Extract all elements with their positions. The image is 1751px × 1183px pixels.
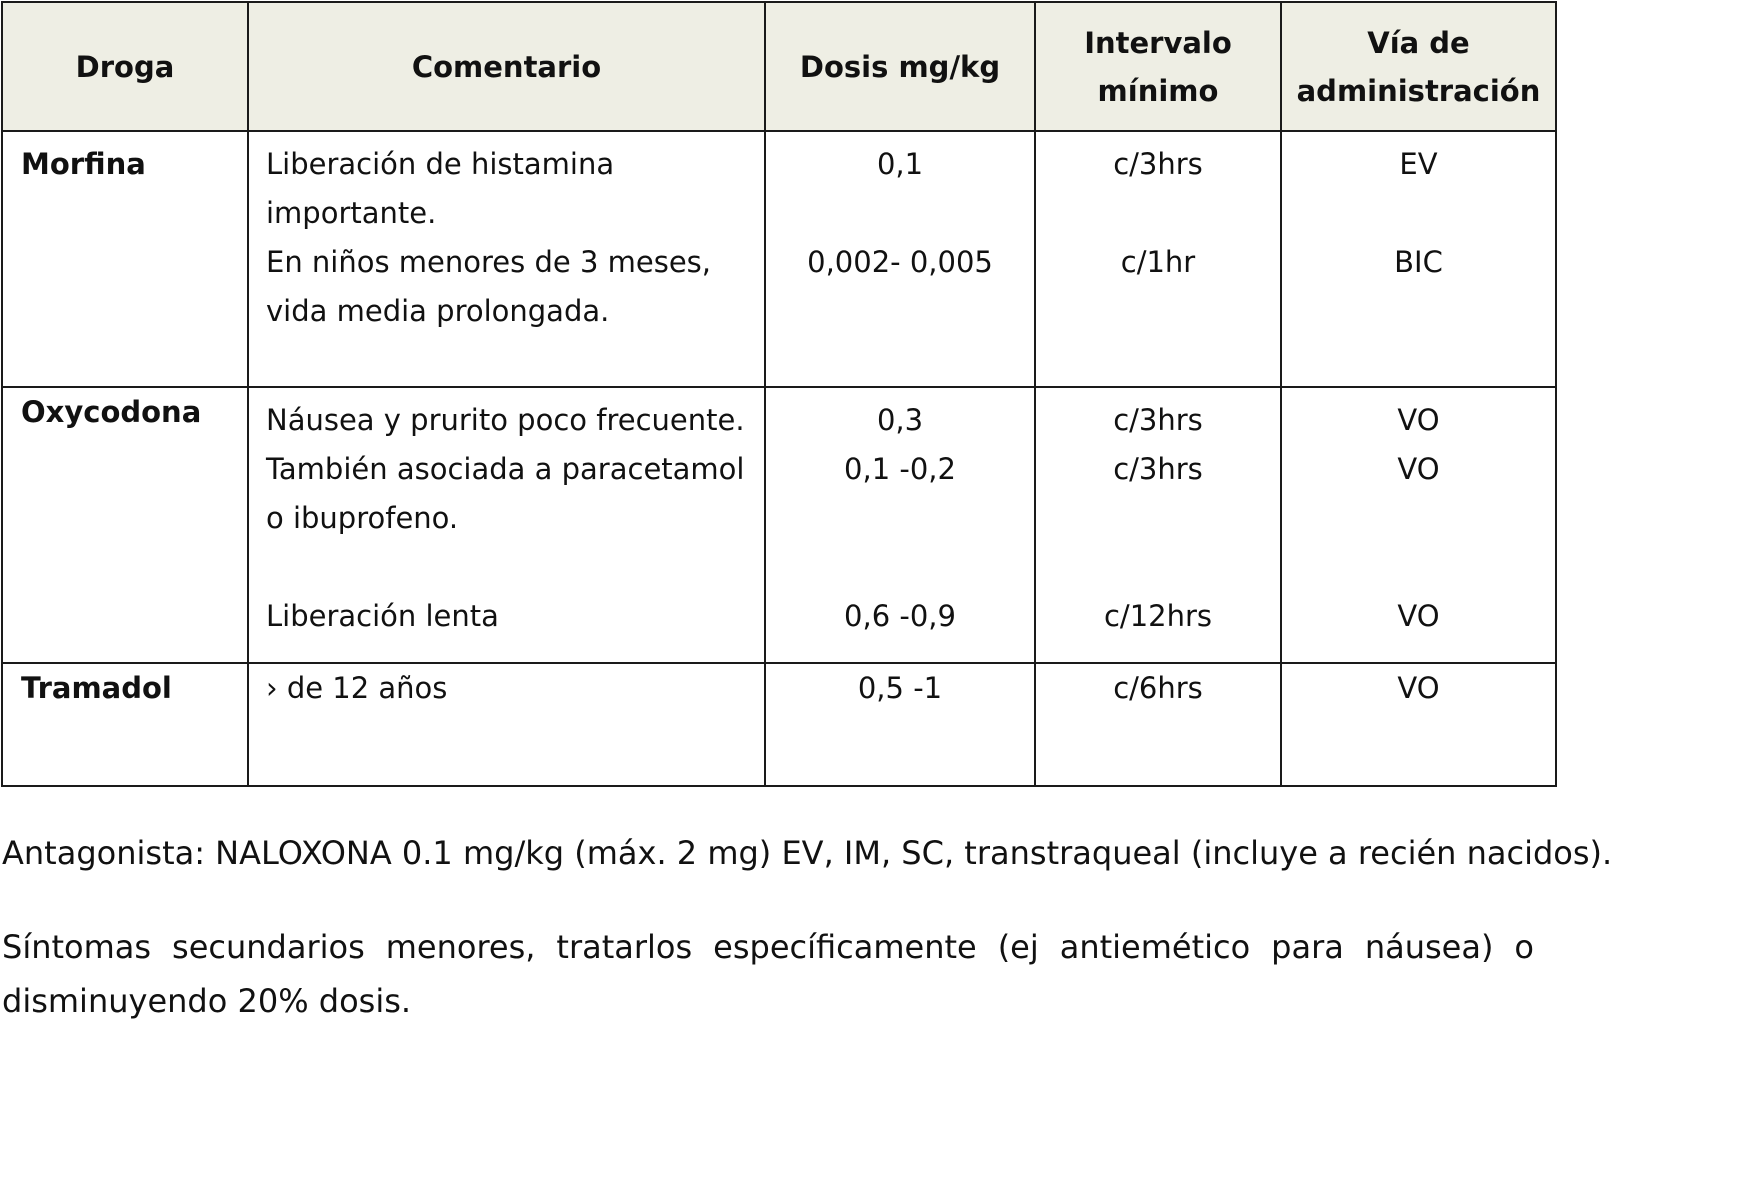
drug-name: Oxycodona xyxy=(1,386,249,664)
comment-line: En niños menores de 3 meses, xyxy=(266,245,711,279)
dose-cell: 0,3 0,1 -0,2 0,6 -0,9 xyxy=(764,386,1036,664)
interval-value: c/3hrs xyxy=(1113,147,1203,181)
interval-value: c/1hr xyxy=(1120,245,1196,279)
header-interval-line1: Intervalo xyxy=(1084,25,1232,60)
comment-line: vida media prolongada. xyxy=(266,294,610,328)
comment-line: o ibuprofeno. xyxy=(266,501,459,535)
comment-cell: Náusea y prurito poco frecuente. También… xyxy=(247,386,766,664)
dose-value: 0,1 -0,2 xyxy=(844,452,956,486)
table-row-morfina: Morfina Liberación de histamina importan… xyxy=(1,130,1557,388)
comment-line: Náusea y prurito poco frecuente. xyxy=(266,403,745,437)
opioid-dosing-table: Droga Comentario Dosis mg/kg Intervalo m… xyxy=(1,1,1557,787)
route-cell: VO xyxy=(1280,662,1557,787)
comment-cell: Liberación de histamina importante. En n… xyxy=(247,130,766,388)
interval-value: c/3hrs xyxy=(1113,403,1203,437)
table-row-tramadol: Tramadol › de 12 años 0,5 -1 c/6hrs VO xyxy=(1,662,1557,787)
dose-value: 0,3 xyxy=(876,403,924,437)
interval-value: c/6hrs xyxy=(1113,671,1203,705)
comment-cell: › de 12 años xyxy=(247,662,766,787)
header-interval-line2: mínimo xyxy=(1097,73,1219,108)
drug-name: Morfina xyxy=(1,130,249,388)
route-value: VO xyxy=(1397,599,1440,633)
table-row-oxycodona: Oxycodona Náusea y prurito poco frecuent… xyxy=(1,386,1557,664)
dose-cell: 0,5 -1 xyxy=(764,662,1036,787)
drug-name: Tramadol xyxy=(1,662,249,787)
route-value: BIC xyxy=(1394,245,1443,279)
header-route-line1: Vía de xyxy=(1367,25,1470,60)
comment-line: También asociada a paracetamol xyxy=(266,452,745,486)
header-interval: Intervalo mínimo xyxy=(1034,1,1282,132)
antagonist-note: Antagonista: NALOXONA 0.1 mg/kg (máx. 2 … xyxy=(2,834,1613,872)
header-route: Vía de administración xyxy=(1280,1,1557,132)
header-route-line2: administración xyxy=(1296,73,1541,108)
comment-line: Liberación de histamina xyxy=(266,147,615,181)
route-value: VO xyxy=(1397,671,1440,705)
interval-cell: c/3hrs c/1hr xyxy=(1034,130,1282,388)
route-value: VO xyxy=(1397,403,1440,437)
header-comment: Comentario xyxy=(247,1,766,132)
table-header-row: Droga Comentario Dosis mg/kg Intervalo m… xyxy=(1,1,1557,132)
interval-cell: c/6hrs xyxy=(1034,662,1282,787)
header-dose: Dosis mg/kg xyxy=(764,1,1036,132)
route-value: EV xyxy=(1399,147,1438,181)
interval-cell: c/3hrs c/3hrs c/12hrs xyxy=(1034,386,1282,664)
interval-value: c/3hrs xyxy=(1113,452,1203,486)
dose-value: 0,5 -1 xyxy=(857,671,943,705)
dose-value: 0,6 -0,9 xyxy=(844,599,956,633)
comment-line: Liberación lenta xyxy=(266,599,499,633)
dose-cell: 0,1 0,002- 0,005 xyxy=(764,130,1036,388)
route-value: VO xyxy=(1397,452,1440,486)
route-cell: EV BIC xyxy=(1280,130,1557,388)
header-drug: Droga xyxy=(1,1,249,132)
secondary-symptoms-note: Síntomas secundarios menores, tratarlos … xyxy=(2,928,1534,1020)
comment-line: › de 12 años xyxy=(266,671,448,705)
dose-value: 0,002- 0,005 xyxy=(807,245,993,279)
route-cell: VO VO VO xyxy=(1280,386,1557,664)
interval-value: c/12hrs xyxy=(1103,599,1213,633)
dose-value: 0,1 xyxy=(876,147,924,181)
comment-line: importante. xyxy=(266,196,437,230)
